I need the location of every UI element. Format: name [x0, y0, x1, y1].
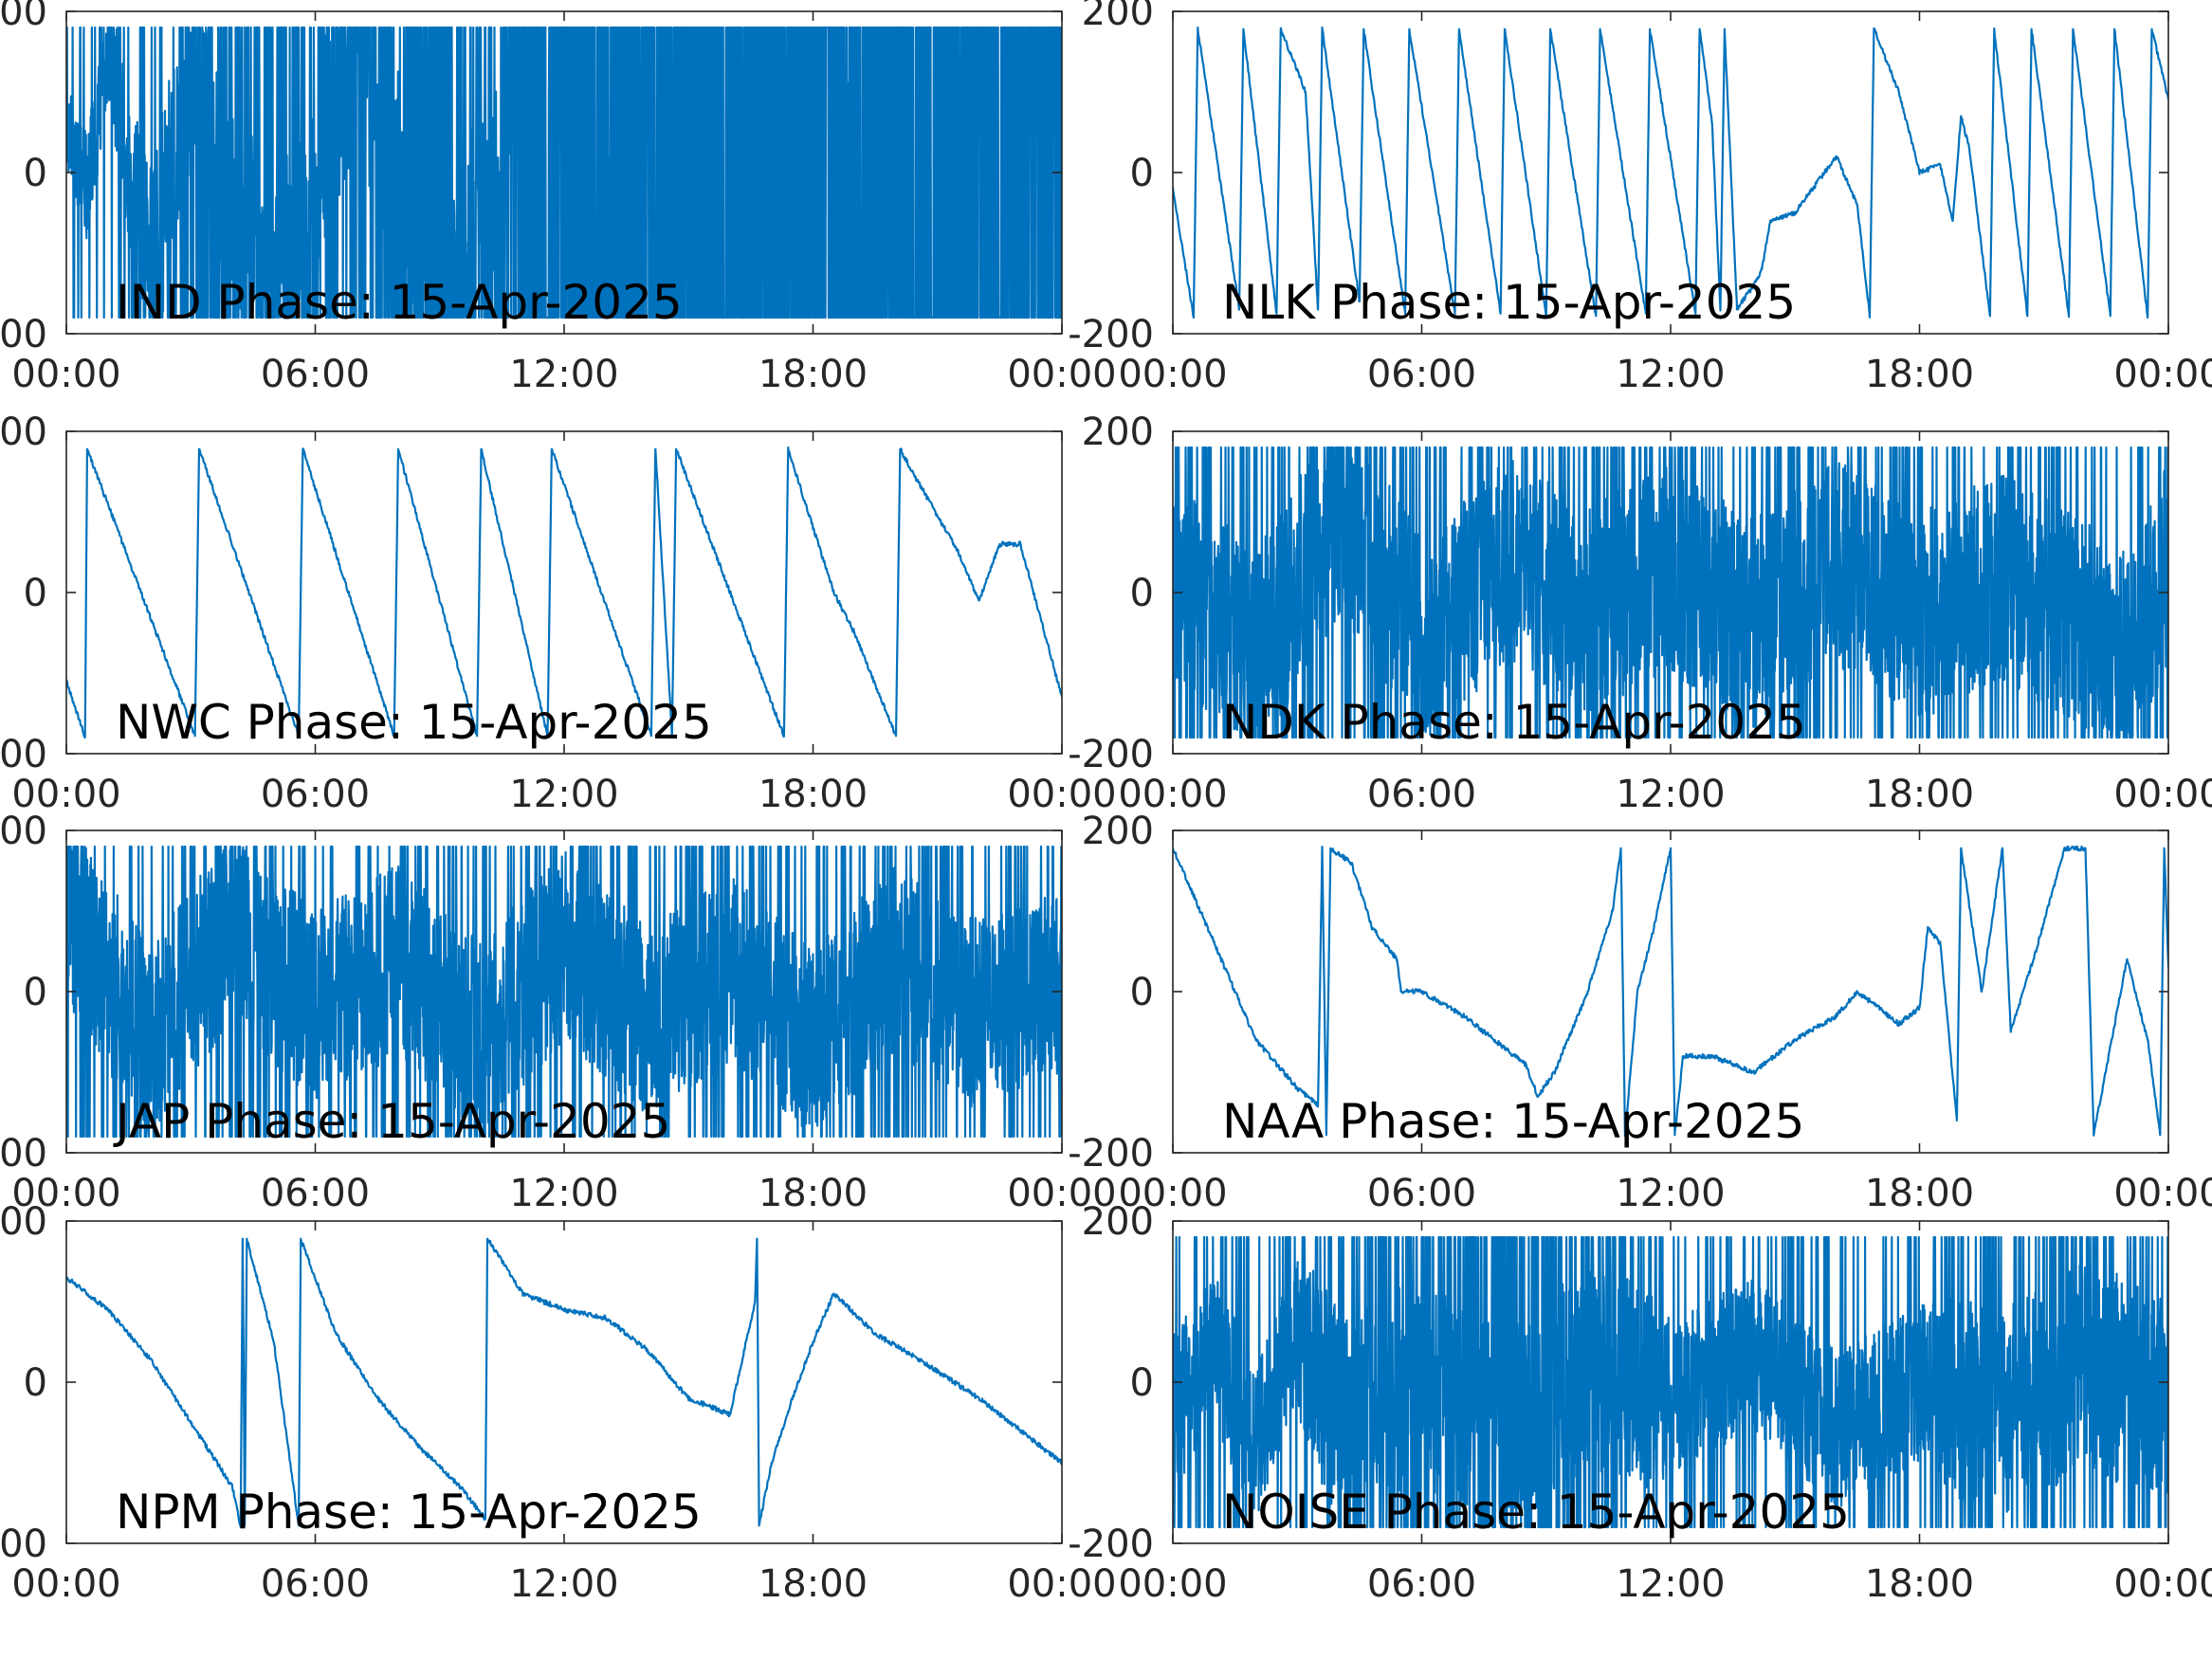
- y-tick-label: 0: [24, 1361, 47, 1405]
- x-tick-label: 00:00: [1118, 353, 1227, 396]
- x-tick-label: 00:00: [1118, 1562, 1227, 1606]
- y-tick-label: -200: [1068, 1522, 1154, 1566]
- x-tick-label: 00:00: [11, 353, 120, 396]
- x-tick-label: 18:00: [1865, 1172, 1974, 1215]
- x-tick-label: 06:00: [1367, 1562, 1476, 1606]
- series-line: [66, 845, 1062, 1139]
- x-tick-label: 18:00: [759, 353, 868, 396]
- x-tick-label: 12:00: [509, 353, 618, 396]
- x-tick-label: 12:00: [509, 1562, 618, 1606]
- y-tick-label: 200: [1082, 410, 1154, 454]
- x-tick-label: 18:00: [759, 1562, 868, 1606]
- y-tick-label: 0: [1130, 971, 1154, 1014]
- x-tick-label: 00:00: [2113, 773, 2212, 816]
- y-tick-label: -200: [0, 1132, 47, 1176]
- panel-title: JAP Phase: 15-Apr-2025: [113, 1094, 670, 1149]
- x-tick-label: 00:00: [2113, 353, 2212, 396]
- series-line: [1173, 1235, 2168, 1529]
- y-tick-label: 0: [24, 572, 47, 615]
- x-tick-label: 18:00: [1865, 1562, 1974, 1606]
- y-tick-label: 200: [0, 1200, 47, 1244]
- x-tick-label: 18:00: [1865, 353, 1974, 396]
- y-tick-label: 200: [0, 810, 47, 853]
- x-tick-label: 18:00: [759, 773, 868, 816]
- panel-title: IND Phase: 15-Apr-2025: [116, 275, 683, 330]
- x-tick-label: 12:00: [509, 1172, 618, 1215]
- y-tick-label: 0: [24, 152, 47, 195]
- x-tick-label: 00:00: [1007, 773, 1116, 816]
- y-tick-label: 0: [1130, 1361, 1154, 1405]
- x-tick-label: 06:00: [261, 1562, 370, 1606]
- x-tick-label: 00:00: [11, 1172, 120, 1215]
- x-tick-label: 00:00: [2113, 1172, 2212, 1215]
- x-tick-label: 00:00: [1007, 353, 1116, 396]
- y-tick-label: -200: [1068, 733, 1154, 776]
- x-tick-label: 00:00: [2113, 1562, 2212, 1606]
- y-tick-label: -200: [0, 1522, 47, 1566]
- y-tick-label: 200: [0, 410, 47, 454]
- x-tick-label: 06:00: [261, 353, 370, 396]
- x-tick-label: 12:00: [1616, 773, 1725, 816]
- y-tick-label: 0: [24, 971, 47, 1014]
- y-tick-label: 200: [1082, 810, 1154, 853]
- y-tick-label: 200: [0, 0, 47, 34]
- series-line: [66, 1237, 1062, 1529]
- x-tick-label: 00:00: [1007, 1172, 1116, 1215]
- y-tick-label: -200: [0, 313, 47, 356]
- x-tick-label: 06:00: [1367, 1172, 1476, 1215]
- x-tick-label: 12:00: [1616, 1172, 1725, 1215]
- panel-title: NDK Phase: 15-Apr-2025: [1222, 695, 1806, 750]
- panel-title: NPM Phase: 15-Apr-2025: [116, 1485, 702, 1540]
- y-tick-label: -200: [0, 733, 47, 776]
- y-tick-label: -200: [1068, 1132, 1154, 1176]
- x-tick-label: 18:00: [1865, 773, 1974, 816]
- series-line: [1173, 26, 2168, 319]
- x-tick-label: 06:00: [1367, 353, 1476, 396]
- x-tick-label: 12:00: [1616, 353, 1725, 396]
- x-tick-label: 06:00: [1367, 773, 1476, 816]
- x-tick-label: 00:00: [11, 1562, 120, 1606]
- y-tick-label: 200: [1082, 1200, 1154, 1244]
- series-line: [66, 446, 1062, 739]
- y-tick-label: 0: [1130, 572, 1154, 615]
- x-tick-label: 00:00: [1118, 773, 1227, 816]
- y-tick-label: -200: [1068, 313, 1154, 356]
- x-tick-label: 00:00: [11, 773, 120, 816]
- x-tick-label: 00:00: [1007, 1562, 1116, 1606]
- x-tick-label: 12:00: [509, 773, 618, 816]
- panel-title: NLK Phase: 15-Apr-2025: [1222, 275, 1796, 330]
- x-tick-label: 18:00: [759, 1172, 868, 1215]
- panel-title: NOISE Phase: 15-Apr-2025: [1222, 1485, 1850, 1540]
- series-line: [1173, 845, 2168, 1138]
- series-line: [66, 26, 1062, 319]
- panel-title: NWC Phase: 15-Apr-2025: [116, 695, 712, 750]
- series-line: [1173, 446, 2168, 739]
- plot-area: [1173, 11, 2168, 334]
- x-tick-label: 12:00: [1616, 1562, 1725, 1606]
- x-tick-label: 06:00: [261, 1172, 370, 1215]
- x-tick-label: 06:00: [261, 773, 370, 816]
- panel-title: NAA Phase: 15-Apr-2025: [1222, 1094, 1804, 1149]
- x-tick-label: 00:00: [1118, 1172, 1227, 1215]
- y-tick-label: 200: [1082, 0, 1154, 34]
- y-tick-label: 0: [1130, 152, 1154, 195]
